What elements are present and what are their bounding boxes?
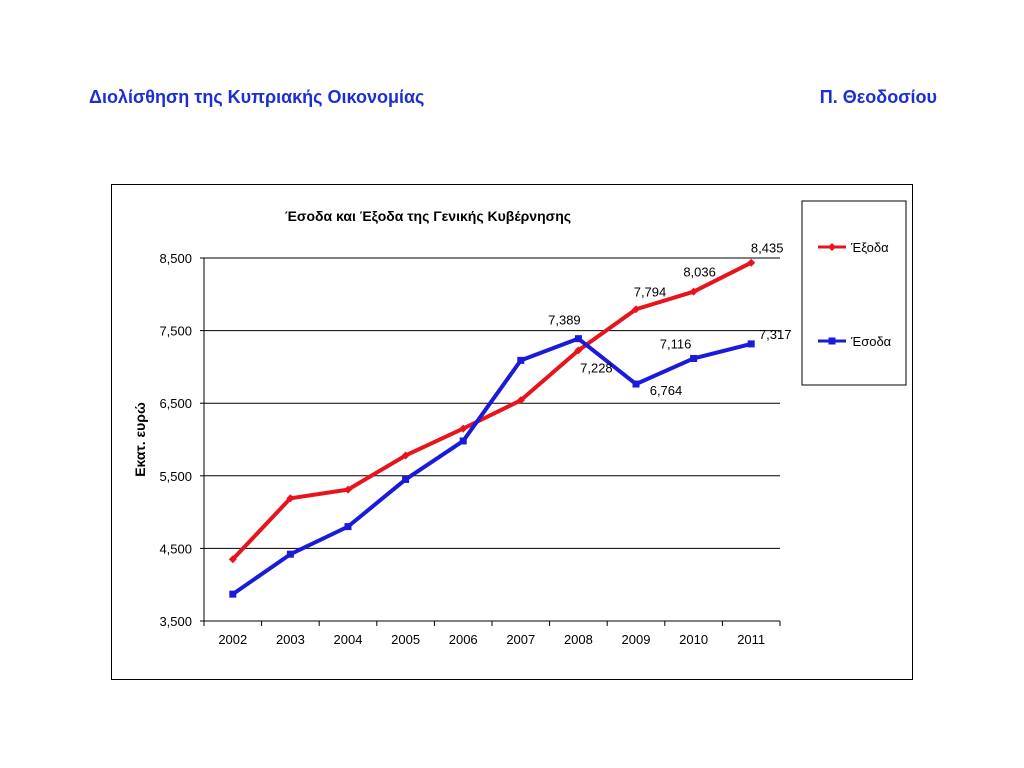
data-point (459, 424, 468, 433)
y-tick-label: 8,500 (159, 251, 192, 266)
data-point (828, 243, 836, 251)
data-label: 8,036 (683, 265, 716, 280)
y-axis-label: Εκατ. ευρώ (132, 402, 148, 477)
data-label: 7,794 (634, 284, 667, 299)
data-point (401, 451, 410, 460)
data-point (828, 337, 836, 345)
x-tick-label: 2004 (334, 632, 363, 647)
x-tick-label: 2006 (449, 632, 478, 647)
x-tick-label: 2011 (737, 632, 765, 647)
data-point (516, 396, 525, 405)
legend-box (801, 200, 907, 386)
series-line-1 (231, 336, 752, 596)
data-point (459, 437, 467, 445)
slide-author: Π. Θεοδοσίου (819, 86, 937, 107)
line-chart: Έσοδα και Έξοδα της Γενικής Κυβέρνησης 3,… (132, 200, 907, 647)
data-point (286, 494, 295, 503)
data-point (632, 380, 640, 388)
data-point (690, 354, 698, 362)
data-label: 7,228 (580, 360, 613, 375)
x-tick-label: 2009 (622, 632, 651, 647)
data-label: 8,435 (751, 241, 784, 256)
slide-title: Διολίσθηση της Κυπριακής Οικονομίας (89, 86, 425, 107)
data-label: 7,389 (548, 313, 581, 328)
data-point (228, 555, 237, 564)
data-point (344, 485, 352, 494)
x-tick-label: 2007 (506, 632, 535, 647)
data-point (747, 340, 755, 348)
y-tick-label: 3,500 (159, 614, 192, 629)
legend-label: Έξοδα (850, 240, 889, 255)
data-label: 6,764 (650, 383, 683, 398)
data-point (632, 305, 640, 314)
x-tick-label: 2002 (218, 632, 247, 647)
y-tick-label: 5,500 (159, 469, 192, 484)
data-point (574, 346, 583, 355)
y-tick-label: 6,500 (159, 396, 192, 411)
data-point (286, 550, 294, 558)
data-point (402, 475, 410, 483)
data-point (747, 258, 756, 267)
x-tick-label: 2008 (564, 632, 593, 647)
x-tick-label: 2005 (391, 632, 420, 647)
slide-header: Διολίσθηση της Κυπριακής Οικονομίας Π. Θ… (89, 84, 937, 110)
chart-frame: Έσοδα και Έξοδα της Γενικής Κυβέρνησης 3,… (111, 184, 913, 680)
data-point (689, 287, 698, 296)
data-point (229, 590, 237, 598)
data-point (574, 335, 582, 343)
data-point (344, 523, 352, 531)
chart-title: Έσοδα και Έξοδα της Γενικής Κυβέρνησης (285, 208, 571, 224)
y-tick-label: 4,500 (159, 541, 192, 556)
series-line-0 (231, 260, 753, 561)
x-tick-label: 2010 (679, 632, 708, 647)
legend-label: Έσοδα (850, 334, 892, 349)
y-tick-label: 7,500 (159, 324, 192, 339)
data-label: 7,116 (660, 336, 692, 351)
data-label: 7,317 (759, 327, 792, 342)
x-tick-label: 2003 (276, 632, 305, 647)
data-point (517, 356, 525, 364)
